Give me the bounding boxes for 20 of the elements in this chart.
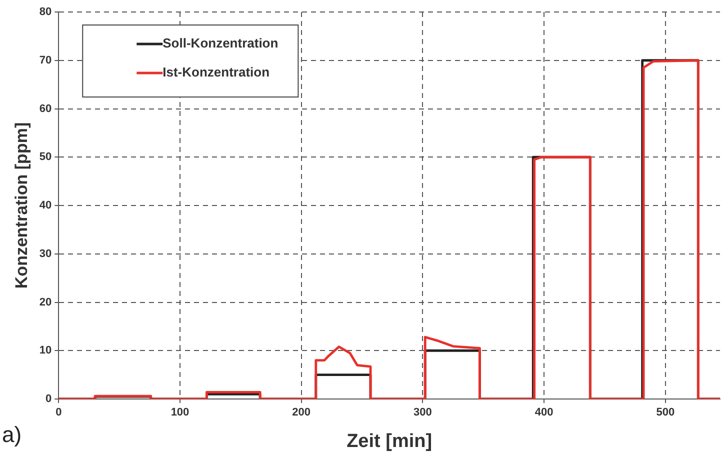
- y-tick-label: 30: [39, 248, 52, 260]
- legend-label: Ist-Konzentration: [162, 64, 270, 80]
- y-tick-label: 60: [39, 102, 52, 115]
- text: a): [2, 422, 22, 447]
- x-tick-label: 300: [414, 406, 432, 419]
- x-tick-label: 0: [56, 406, 62, 419]
- x-tick-label: 500: [656, 406, 675, 419]
- y-axis-title: Konzentration [ppm]: [12, 122, 31, 289]
- y-tick-label: 80: [39, 6, 52, 18]
- x-tick-label: 400: [534, 406, 554, 419]
- y-tick-label: 10: [39, 344, 52, 357]
- y-tick-label: 50: [39, 151, 52, 164]
- y-tick-label: 0: [46, 393, 52, 406]
- x-tick-label: 100: [170, 406, 190, 419]
- y-tick-label: 70: [39, 54, 52, 66]
- x-axis-title: Zeit [min]: [346, 430, 432, 452]
- x-tick-label: 200: [292, 406, 311, 419]
- legend-label: Soll-Konzentration: [162, 36, 278, 51]
- y-tick-label: 20: [39, 296, 52, 308]
- y-tick-label: 40: [39, 200, 52, 212]
